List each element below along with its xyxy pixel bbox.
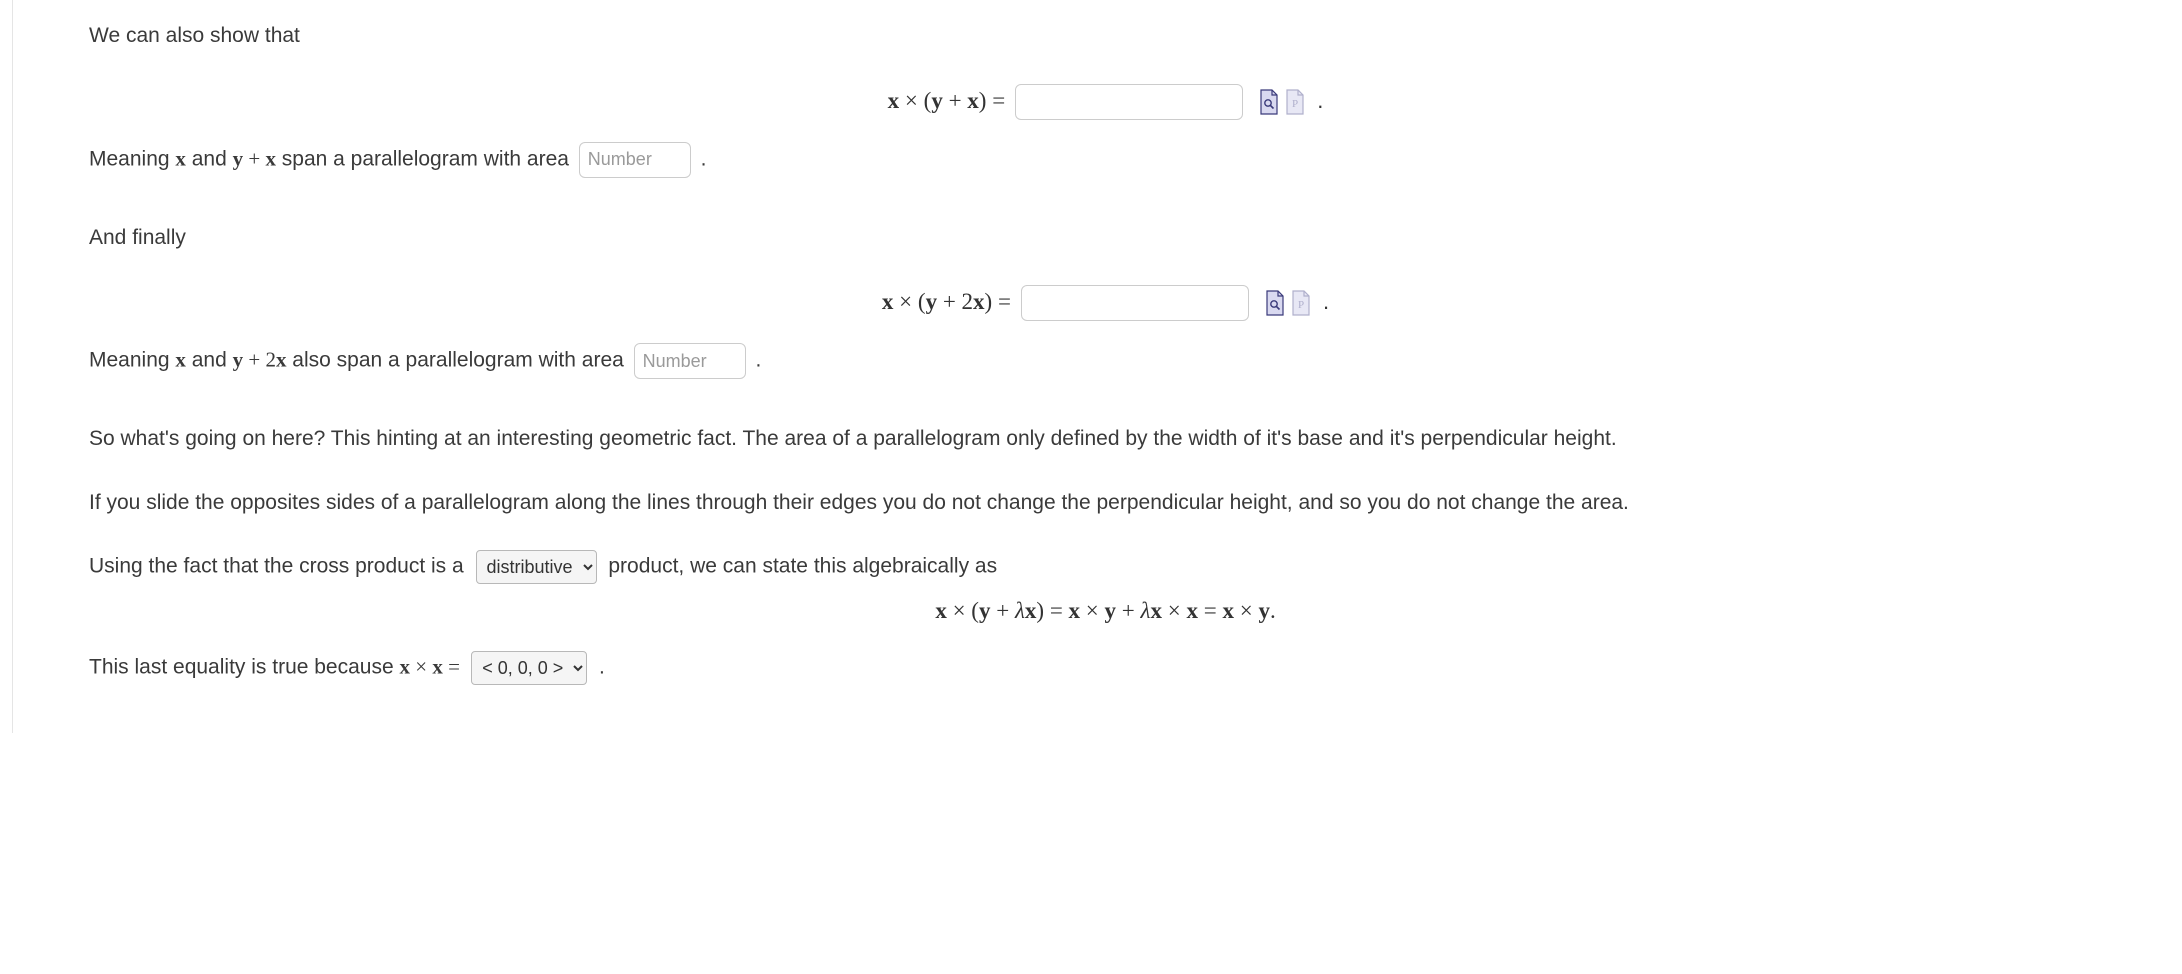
area1-input[interactable]	[579, 142, 691, 178]
meaning2-mid: and	[186, 349, 233, 372]
explain-para-1: So what's going on here? This hinting at…	[89, 423, 2122, 455]
meaning1-pre: Meaning	[89, 147, 175, 170]
question-content: We can also show that x × (y + x) = P	[12, 0, 2182, 733]
equation-row-3: x × (y + λx) = x × y + λx × x = x × y.	[89, 594, 2122, 629]
meaning2-period: .	[756, 349, 762, 372]
eq2-period: .	[1323, 289, 1329, 314]
help-icon[interactable]: P	[1285, 89, 1305, 115]
eq1-period: .	[1317, 88, 1323, 113]
explain-para-2: If you slide the opposites sides of a pa…	[89, 487, 2122, 519]
intro-text-2: And finally	[89, 222, 2122, 254]
last-pre: This last equality is true because	[89, 655, 400, 678]
last-period: .	[599, 655, 605, 678]
equation-row-2: x × (y + 2x) = P .	[89, 285, 2122, 321]
svg-text:P: P	[1298, 299, 1304, 311]
meaning-row-1: Meaning x and y + x span a parallelogram…	[89, 142, 2122, 178]
meaning2-vec1: x	[175, 348, 186, 372]
using-pre: Using the fact that the cross product is…	[89, 555, 470, 578]
eq1-icon-group: P	[1259, 89, 1305, 115]
eq2-lhs: x × (y + 2x) =	[882, 289, 1017, 314]
eq3-math: x × (y + λx) = x × y + λx × x = x × y.	[935, 598, 1275, 623]
meaning2-vec2: y + 2x	[233, 348, 287, 372]
eq1-lhs: x × (y + x) =	[888, 88, 1011, 113]
meaning1-period: .	[701, 147, 707, 170]
preview-icon[interactable]	[1259, 89, 1279, 115]
property-select[interactable]: distributive	[476, 550, 597, 584]
meaning1-mid: and	[186, 147, 233, 170]
meaning2-post: also span a parallelogram with area	[286, 349, 629, 372]
intro-text-1: We can also show that	[89, 20, 2122, 52]
using-row: Using the fact that the cross product is…	[89, 550, 2122, 584]
svg-text:P: P	[1292, 98, 1298, 110]
last-row: This last equality is true because x × x…	[89, 651, 2122, 685]
eq2-icon-group: P	[1265, 290, 1311, 316]
equation-row-1: x × (y + x) = P .	[89, 84, 2122, 120]
help-icon[interactable]: P	[1291, 290, 1311, 316]
preview-icon[interactable]	[1265, 290, 1285, 316]
eq1-answer-input[interactable]	[1015, 84, 1243, 120]
area2-input[interactable]	[634, 343, 746, 379]
xcrossx-select[interactable]: < 0, 0, 0 >	[471, 651, 587, 685]
last-math: x × x =	[400, 654, 466, 678]
eq2-answer-input[interactable]	[1021, 285, 1249, 321]
meaning-row-2: Meaning x and y + 2x also span a paralle…	[89, 343, 2122, 379]
using-post: product, we can state this algebraically…	[608, 555, 997, 578]
meaning1-vec2: y + x	[233, 146, 276, 170]
meaning2-pre: Meaning	[89, 349, 175, 372]
meaning1-vec1: x	[175, 146, 186, 170]
meaning1-post: span a parallelogram with area	[276, 147, 575, 170]
